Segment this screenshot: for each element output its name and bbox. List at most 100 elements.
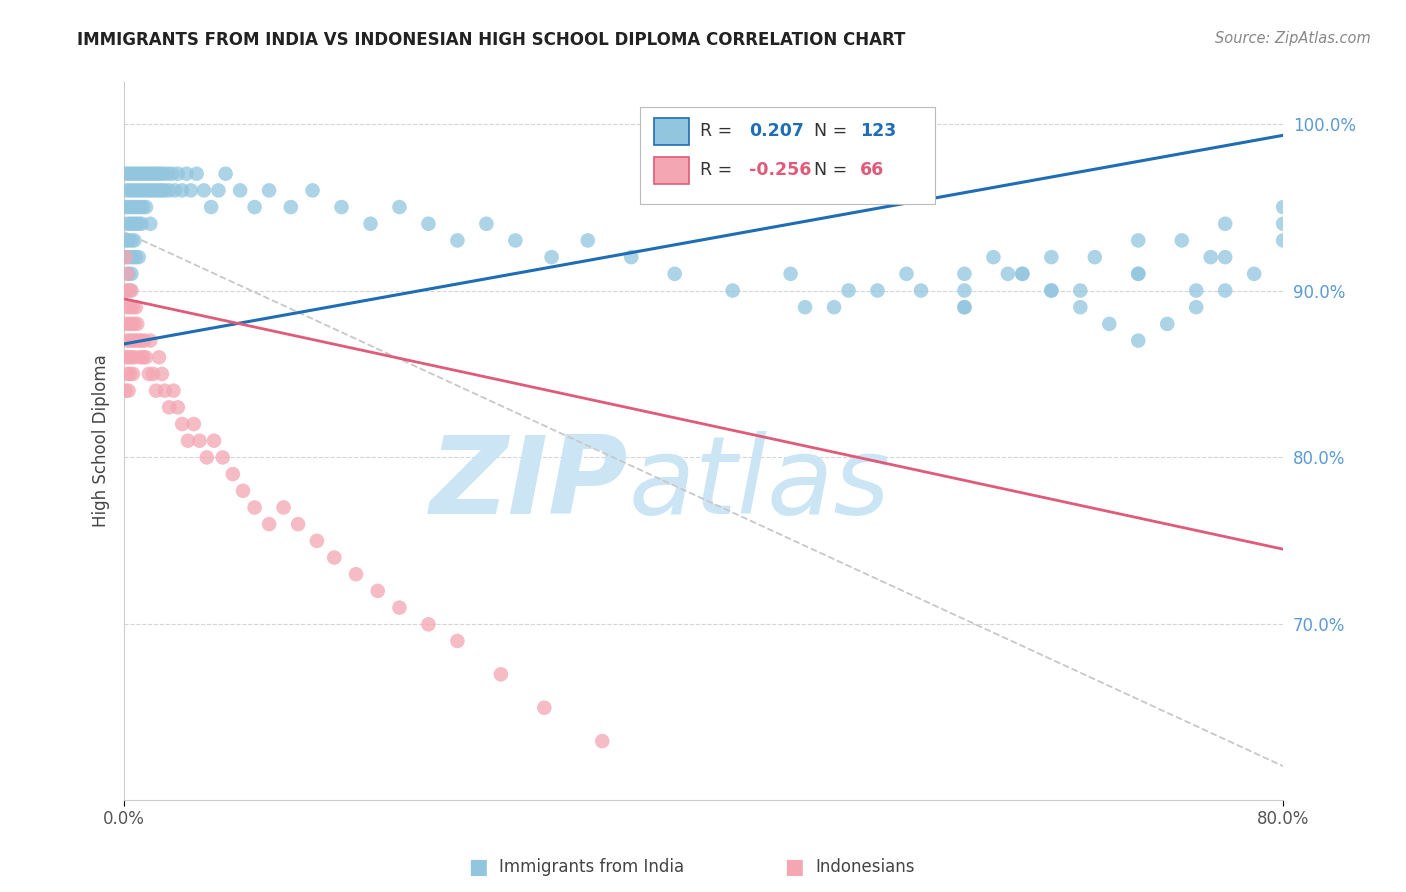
Point bbox=[214, 167, 236, 181]
Point bbox=[127, 200, 149, 214]
Point bbox=[135, 167, 157, 181]
Point bbox=[125, 217, 148, 231]
Point bbox=[128, 183, 150, 197]
Point bbox=[1272, 200, 1295, 214]
Point bbox=[180, 183, 202, 197]
Point bbox=[122, 250, 145, 264]
Point bbox=[1040, 250, 1063, 264]
Point bbox=[128, 250, 150, 264]
Point bbox=[124, 351, 146, 365]
Point bbox=[576, 234, 599, 248]
Point bbox=[156, 167, 179, 181]
Text: ■: ■ bbox=[468, 857, 488, 877]
Point bbox=[779, 267, 801, 281]
Point bbox=[122, 367, 145, 381]
Point bbox=[115, 334, 138, 348]
Point bbox=[287, 517, 309, 532]
Text: N =: N = bbox=[814, 161, 852, 179]
FancyBboxPatch shape bbox=[654, 118, 689, 145]
Point bbox=[122, 217, 145, 231]
Point bbox=[114, 284, 136, 298]
Point bbox=[115, 250, 138, 264]
Point bbox=[1213, 250, 1236, 264]
Point bbox=[124, 167, 146, 181]
Point bbox=[1156, 317, 1178, 331]
Point bbox=[141, 167, 163, 181]
Point bbox=[131, 334, 153, 348]
Point bbox=[591, 734, 613, 748]
Point bbox=[118, 334, 141, 348]
Point bbox=[117, 167, 139, 181]
Point bbox=[117, 351, 139, 365]
Point bbox=[153, 384, 176, 398]
Point bbox=[127, 167, 149, 181]
Point bbox=[446, 634, 468, 648]
Point bbox=[121, 351, 143, 365]
Point bbox=[121, 317, 143, 331]
Point bbox=[1069, 284, 1091, 298]
Point bbox=[114, 384, 136, 398]
Point bbox=[122, 300, 145, 314]
Point bbox=[172, 417, 194, 431]
Point bbox=[186, 167, 208, 181]
Point bbox=[118, 300, 141, 314]
Point bbox=[131, 183, 153, 197]
Point bbox=[997, 267, 1019, 281]
FancyBboxPatch shape bbox=[654, 156, 689, 184]
Point bbox=[953, 300, 976, 314]
Point bbox=[150, 183, 173, 197]
Point bbox=[129, 200, 152, 214]
Point bbox=[114, 167, 136, 181]
Point bbox=[323, 550, 346, 565]
Point bbox=[188, 434, 211, 448]
Point bbox=[114, 351, 136, 365]
Point bbox=[176, 167, 198, 181]
Point bbox=[222, 467, 245, 481]
Point bbox=[117, 317, 139, 331]
Point bbox=[125, 250, 148, 264]
Point bbox=[910, 284, 932, 298]
Text: 0.207: 0.207 bbox=[749, 122, 804, 140]
Point bbox=[132, 167, 155, 181]
Text: atlas: atlas bbox=[628, 431, 890, 536]
Point bbox=[145, 384, 167, 398]
Point bbox=[128, 217, 150, 231]
Point bbox=[664, 267, 686, 281]
Point bbox=[114, 234, 136, 248]
Point bbox=[148, 183, 170, 197]
Point bbox=[166, 401, 188, 415]
Point bbox=[115, 183, 138, 197]
Point bbox=[273, 500, 295, 515]
Text: -0.256: -0.256 bbox=[749, 161, 811, 179]
Point bbox=[200, 200, 222, 214]
Point bbox=[1128, 234, 1150, 248]
Point bbox=[134, 334, 156, 348]
Point bbox=[134, 183, 156, 197]
Point bbox=[163, 183, 186, 197]
Point bbox=[475, 217, 498, 231]
Point bbox=[124, 317, 146, 331]
Point bbox=[1011, 267, 1033, 281]
Point bbox=[1128, 267, 1150, 281]
Point bbox=[367, 583, 389, 598]
Text: ■: ■ bbox=[785, 857, 804, 877]
Point bbox=[131, 217, 153, 231]
Point bbox=[153, 183, 176, 197]
Point bbox=[1243, 267, 1265, 281]
Point bbox=[121, 167, 143, 181]
Point bbox=[953, 284, 976, 298]
Point bbox=[172, 183, 194, 197]
Point bbox=[823, 300, 845, 314]
Point bbox=[145, 183, 167, 197]
Point bbox=[146, 167, 169, 181]
Point bbox=[117, 200, 139, 214]
Point bbox=[1128, 334, 1150, 348]
Point bbox=[418, 617, 440, 632]
Point bbox=[150, 367, 173, 381]
Point bbox=[149, 167, 172, 181]
Point bbox=[157, 401, 180, 415]
Point bbox=[139, 334, 162, 348]
Point bbox=[1199, 250, 1222, 264]
Point bbox=[139, 183, 162, 197]
Point bbox=[896, 267, 918, 281]
